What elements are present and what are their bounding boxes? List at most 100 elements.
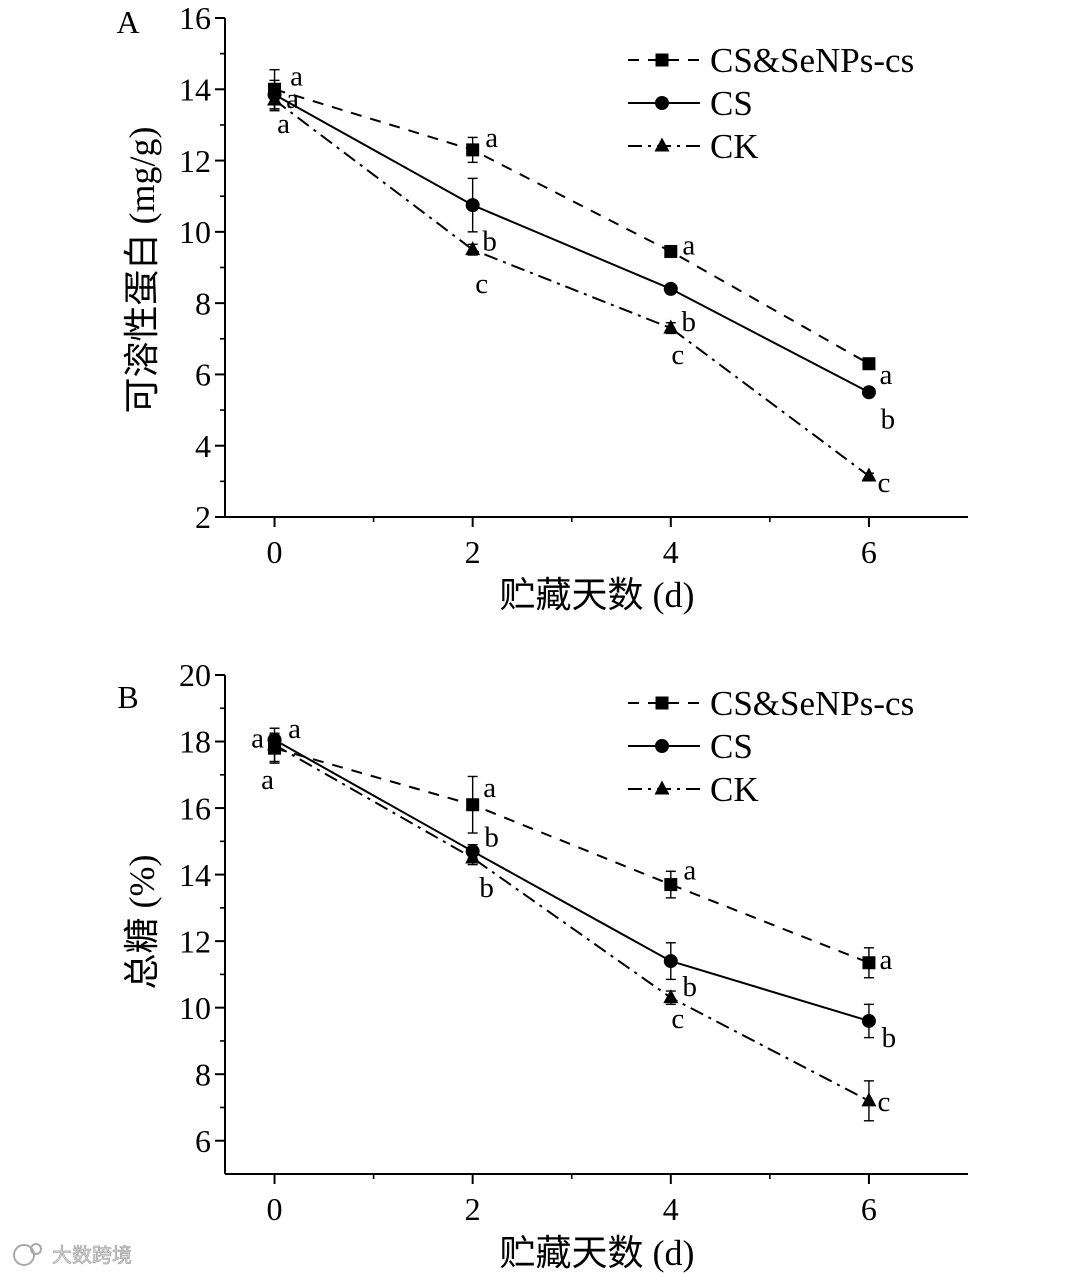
significance-letter-cs-b: b xyxy=(882,1022,897,1054)
watermark-logo-icon xyxy=(13,1243,42,1266)
y-tick-label-b: 6 xyxy=(195,1123,211,1159)
significance-letter-cs-a: b xyxy=(881,403,896,435)
data-point-ck-b xyxy=(267,736,283,751)
significance-letter-ck-a: c xyxy=(475,268,488,300)
y-tick-label-b: 12 xyxy=(179,923,211,959)
y-tick-label-b: 10 xyxy=(179,990,211,1026)
legend-entry-cs-senps-cs: CS&SeNPs-cs xyxy=(628,684,914,723)
data-point-ck-b xyxy=(861,1092,877,1107)
legend-marker-ck xyxy=(654,780,670,795)
legend-label-cs: CS xyxy=(710,727,753,766)
y-tick-label-b: 16 xyxy=(179,790,211,826)
watermark-logo-ring xyxy=(13,1244,35,1266)
legend-entry-cs: CS xyxy=(628,727,753,766)
significance-letter-ck-b: b xyxy=(479,872,494,904)
data-point-cs-senps-cs-b xyxy=(664,878,678,892)
x-tick-label-a: 2 xyxy=(465,534,481,570)
data-point-ck-a xyxy=(465,241,481,256)
significance-letter-cs-b: b xyxy=(683,971,698,1003)
legend-marker-cs-senps-cs xyxy=(655,696,669,710)
y-tick-label-a: 6 xyxy=(195,357,211,393)
series-line-cs-a xyxy=(274,93,870,394)
significance-letter-ck-b: c xyxy=(877,1086,890,1118)
y-tick-label-b: 20 xyxy=(179,657,211,693)
legend-marker-ck xyxy=(654,137,670,152)
watermark: 大数跨境 xyxy=(13,1243,132,1267)
y-tick-label-a: 4 xyxy=(195,428,211,464)
y-axis-label-a: 可溶性蛋白 (mg/g) xyxy=(122,127,162,414)
y-tick-label-a: 10 xyxy=(179,214,211,250)
significance-letter-cs-senps-cs-b: a xyxy=(879,944,892,976)
panel-letter-b: B xyxy=(117,679,138,715)
data-point-cs-senps-cs-b xyxy=(466,798,480,812)
significance-letter-cs-senps-cs-a: a xyxy=(879,359,892,391)
data-point-cs-a xyxy=(663,281,678,296)
significance-letter-ck-a: c xyxy=(671,339,684,371)
y-axis-label-b: 总糖 (%) xyxy=(122,855,162,990)
data-point-cs-a xyxy=(465,198,480,213)
data-point-ck-a xyxy=(267,91,283,106)
data-point-cs-senps-cs-a xyxy=(664,244,678,258)
legend-entry-ck: CK xyxy=(628,127,759,166)
significance-letter-cs-a: b xyxy=(482,225,497,257)
watermark-logo-dot xyxy=(30,1243,42,1255)
x-tick-label-a: 4 xyxy=(663,534,679,570)
x-tick-label-b: 6 xyxy=(861,1191,877,1227)
significance-letter-ck-b: a xyxy=(261,764,274,796)
data-point-cs-senps-cs-b xyxy=(862,956,876,970)
legend-b: CS&SeNPs-cs CS CK xyxy=(628,684,914,809)
watermark-text: 大数跨境 xyxy=(52,1243,132,1267)
significance-letter-cs-senps-cs-a: a xyxy=(290,60,303,92)
data-point-ck-a xyxy=(663,319,679,334)
y-tick-label-a: 16 xyxy=(179,0,211,36)
x-axis-label-a: 贮藏天数 (d) xyxy=(500,575,695,615)
legend-marker-cs-senps-cs xyxy=(655,53,669,67)
significance-letter-cs-a: b xyxy=(682,306,697,338)
series-line-cs-senps-cs-a xyxy=(274,88,870,365)
x-tick-label-a: 0 xyxy=(267,534,283,570)
significance-letter-ck-a: c xyxy=(877,467,890,499)
legend-entry-cs: CS xyxy=(628,84,753,123)
significance-letter-cs-senps-cs-a: a xyxy=(682,230,695,262)
legend-label-cs-senps-cs: CS&SeNPs-cs xyxy=(710,684,914,723)
panel-a: A 贮藏天数 (d) 可溶性蛋白 (mg/g) 2 4 6 8 10 12 14 16 0 2 4 6… xyxy=(116,0,968,615)
significance-letter-cs-senps-cs-b: a xyxy=(683,855,696,887)
significance-letter-cs-b: a xyxy=(288,713,301,745)
x-tick-label-a: 6 xyxy=(861,534,877,570)
significance-letter-cs-senps-cs-b: a xyxy=(251,722,264,754)
significance-letter-cs-a: a xyxy=(286,83,299,115)
legend-label-ck: CK xyxy=(710,770,759,809)
legend-marker-cs xyxy=(655,739,669,753)
data-point-cs-b xyxy=(861,1013,876,1028)
significance-letter-ck-b: c xyxy=(671,1003,684,1035)
x-tick-label-b: 2 xyxy=(465,1191,481,1227)
y-tick-label-b: 8 xyxy=(195,1056,211,1092)
panel-letter-a: A xyxy=(116,4,139,40)
y-tick-label-a: 2 xyxy=(195,499,211,535)
significance-letter-cs-senps-cs-b: a xyxy=(483,772,496,804)
series-line-ck-a xyxy=(273,99,870,477)
y-tick-label-b: 14 xyxy=(179,857,211,893)
legend-a: CS&SeNPs-cs CS CK xyxy=(628,41,914,166)
legend-label-cs-senps-cs: CS&SeNPs-cs xyxy=(710,41,914,80)
series-line-ck-b xyxy=(274,743,870,1102)
legend-entry-ck: CK xyxy=(628,770,759,809)
y-tick-label-b: 18 xyxy=(179,724,211,760)
data-point-cs-senps-cs-a xyxy=(466,143,480,157)
data-point-cs-senps-cs-a xyxy=(862,357,876,371)
series-line-cs-b xyxy=(274,738,870,1022)
x-tick-label-b: 4 xyxy=(663,1191,679,1227)
legend-entry-cs-senps-cs: CS&SeNPs-cs xyxy=(628,41,914,80)
y-tick-label-a: 8 xyxy=(195,285,211,321)
legend-label-ck: CK xyxy=(710,127,759,166)
data-point-cs-b xyxy=(663,954,678,969)
y-tick-label-a: 14 xyxy=(179,71,211,107)
x-axis-label-b: 贮藏天数 (d) xyxy=(500,1233,695,1273)
x-tick-label-b: 0 xyxy=(267,1191,283,1227)
data-point-cs-a xyxy=(861,385,876,400)
significance-letter-ck-a: a xyxy=(277,108,290,140)
series-line-cs-senps-cs-b xyxy=(274,747,870,964)
